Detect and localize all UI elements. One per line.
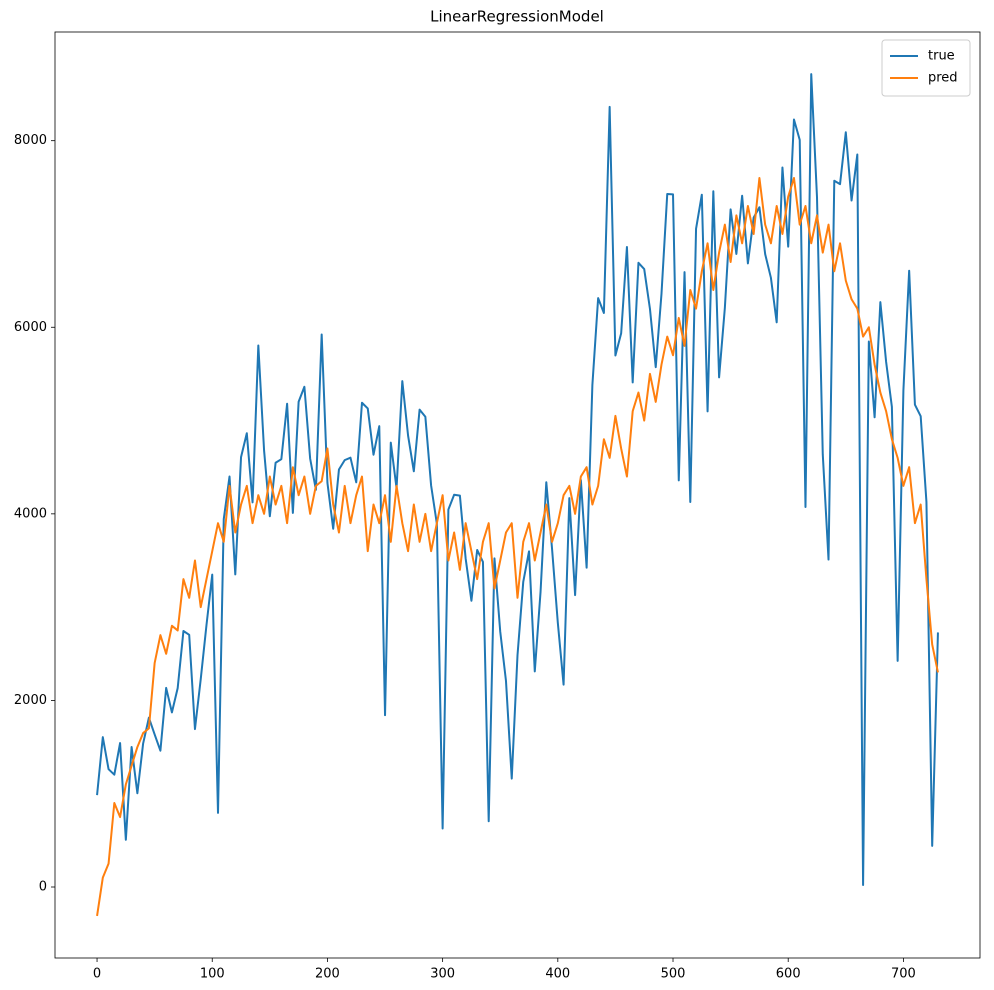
legend-box <box>881 39 971 97</box>
y-tick-label: 0 <box>39 880 47 895</box>
series-line <box>96 177 939 917</box>
plot-frame <box>54 31 981 959</box>
x-tick-label: 200 <box>315 967 340 982</box>
legend-label: pred <box>928 71 958 86</box>
x-tick-label: 400 <box>545 967 570 982</box>
x-tick-label: 700 <box>891 967 916 982</box>
legend-label: true <box>928 49 955 64</box>
x-tick-label: 300 <box>430 967 455 982</box>
x-tick-label: 100 <box>200 967 225 982</box>
y-tick-label: 4000 <box>14 506 47 521</box>
y-tick-label: 2000 <box>14 693 47 708</box>
legend: true pred <box>881 39 971 97</box>
y-tick-label: 6000 <box>14 320 47 335</box>
x-tick-label: 600 <box>776 967 801 982</box>
x-tick-label: 500 <box>661 967 686 982</box>
x-tick-label: 0 <box>93 967 101 982</box>
series-line <box>96 73 939 886</box>
y-tick-label: 8000 <box>14 133 47 148</box>
chart-title: LinearRegressionModel <box>430 8 604 26</box>
